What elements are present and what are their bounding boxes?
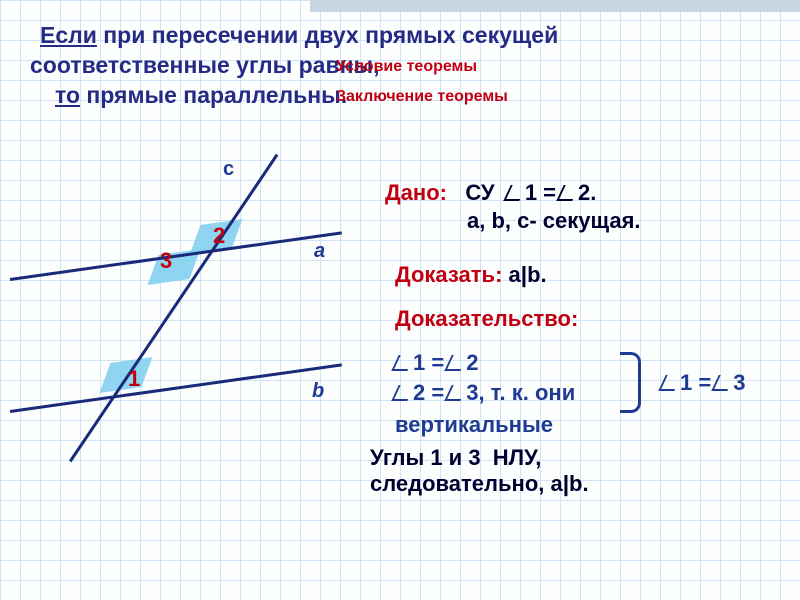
title-line-3: то прямые параллельны. (55, 82, 347, 109)
label-a: a (314, 240, 325, 263)
angle-3-num: 3 (160, 248, 172, 274)
proof-step-1: 1 =2 (395, 350, 478, 376)
proof-step-2b: вертикальные (395, 412, 553, 438)
conclusion-line: Углы 1 и 3 НЛУ,следовательно, a||b. (370, 445, 770, 497)
given-line: Дано: СУ 1 =2. (385, 180, 596, 206)
label-c: c (223, 158, 234, 181)
proof-step-2: 2 =3, т. к. они (395, 380, 575, 406)
title-line-1: Если при пересечении двух прямых секущей (40, 22, 558, 49)
slide-content: Если при пересечении двух прямых секущей… (0, 0, 800, 600)
title-line-2: соответственные углы равны, (30, 52, 380, 79)
given-line-2: a, b, c- секущая. (467, 208, 641, 234)
line-b (10, 363, 342, 412)
condition-label: Условие теоремы (336, 58, 477, 76)
proof-result: 1 =3 (662, 370, 745, 396)
angle-1-num: 1 (128, 366, 140, 392)
conclusion-label: Заключение теоремы (336, 88, 508, 106)
prove-line: Доказать: a||b. (395, 262, 547, 288)
geometry-diagram: a b c 2 3 1 (10, 130, 350, 460)
proof-label: Доказательство: (395, 306, 578, 332)
brace-icon (620, 352, 641, 413)
line-c (69, 154, 278, 462)
angle-2-num: 2 (213, 223, 225, 249)
label-b: b (312, 380, 324, 403)
